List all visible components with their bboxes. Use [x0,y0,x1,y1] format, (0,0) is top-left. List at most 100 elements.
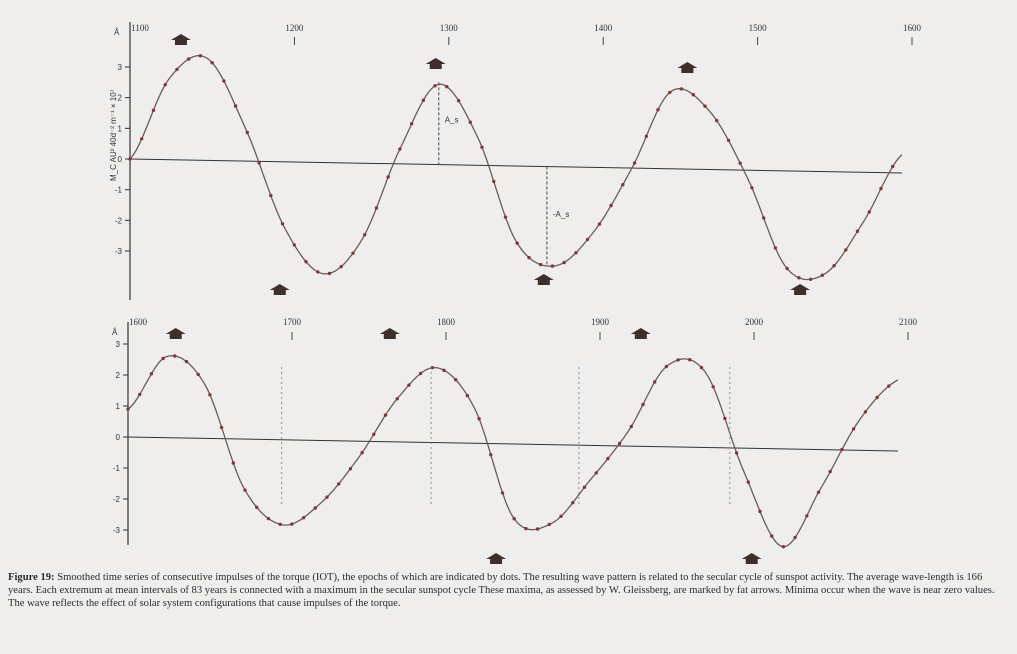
epoch-dot [805,514,809,518]
annotation-as: A_s [445,115,459,124]
epoch-dot [550,264,555,268]
epoch-dot [503,215,508,219]
epoch-dot [773,246,778,250]
y-tick-label: 2 [118,94,123,103]
epoch-dot [266,516,271,521]
epoch-dot [547,522,551,527]
epoch-dot [691,93,695,97]
x-tick-label: 1200 [285,23,304,33]
x-tick-label: 2000 [745,317,764,327]
epoch-dot [875,395,879,400]
epoch-dot [844,248,848,252]
gleissberg-arrow [533,274,554,285]
zero-line [129,158,903,174]
epoch-dot [609,203,613,208]
epoch-dot [374,206,379,210]
gleissberg-arrow [790,284,811,295]
arrow-shape [677,62,698,73]
gleissberg-arrow [269,284,290,295]
arrow-shape [269,284,290,295]
epoch-dot [138,392,142,397]
gleissberg-arrow [486,553,507,564]
epoch-dot [175,67,179,72]
epoch-dot [863,410,868,414]
epoch-dot [348,467,353,471]
y-tick-label: -2 [113,495,121,504]
epoch-dot [571,501,575,505]
epoch-dot [515,241,519,245]
y-tick-label: -3 [113,526,121,535]
epoch-dot [820,273,824,277]
epoch-dot [582,485,587,489]
epoch-dot [222,79,226,83]
gleissberg-arrow [630,328,651,339]
epoch-dot [832,264,836,268]
arrow-shape [533,274,554,285]
gleissberg-arrow [379,328,400,339]
epoch-dot [879,186,883,191]
y-unit-label: Å [114,28,120,37]
epoch-dot [653,380,657,384]
epoch-dot [781,545,786,549]
epoch-dot [255,505,259,509]
epoch-dot [327,271,332,276]
x-tick-label: 1300 [440,23,459,33]
epoch-dot [793,535,797,540]
epoch-dot [539,262,543,267]
epoch-dot [386,175,390,179]
epoch-dot [363,233,367,237]
epoch-dot [489,453,493,457]
y-axis-title: M_C AU² 40d⁻² m⁻¹ × 10⁷ [109,89,118,181]
epoch-dot [184,359,189,364]
epoch-dot [644,134,648,138]
x-tick-label: 1800 [437,317,456,327]
epoch-dot [808,277,813,281]
epoch-dot [231,461,235,465]
epoch-dot [750,186,754,190]
epoch-dot [372,432,376,436]
epoch-dot [762,216,766,220]
epoch-dot [679,87,684,91]
epoch-dot [535,527,540,531]
epoch-dot [421,98,426,102]
epoch-dot [140,137,144,141]
epoch-dot [442,368,446,372]
epoch-dot [629,424,633,429]
epoch-dot [738,161,742,165]
epoch-dot [149,372,154,376]
arrow-shape [790,284,811,295]
epoch-dot [676,358,680,362]
epoch-dot [290,522,294,526]
y-tick-label: -3 [115,247,123,256]
epoch-dot [562,260,566,265]
epoch-dot [337,482,341,486]
epoch-dot [269,193,273,198]
y-tick-label: -1 [115,186,123,195]
epoch-dot [688,358,692,362]
epoch-dot [128,157,132,161]
epoch-dot [398,147,402,151]
epoch-dot [512,517,516,521]
epoch-dot [292,243,296,247]
epoch-dot [316,270,320,274]
y-tick-label: -1 [113,464,121,473]
epoch-dot [887,384,891,388]
epoch-dot [746,480,750,484]
epoch-dot [524,526,528,531]
epoch-dot [797,276,801,280]
annotation-neg-as: -A_s [553,210,569,219]
epoch-dot [395,397,399,401]
epoch-dot [828,469,832,474]
epoch-dot [477,417,481,421]
epoch-dot [726,138,731,142]
epoch-dot [433,84,437,88]
epoch-dot [632,161,637,165]
arrow-shape [486,553,507,564]
epoch-dot [383,413,388,417]
epoch-dot [703,104,707,108]
chart-top-panel: Å 3 2 1 0 -1 -2 -3 1100 1200 1300 1400 1500 1600 M_C A… [109,22,922,300]
epoch-dot [527,255,531,260]
caption-label: Figure 19: [8,572,55,583]
epoch-dot [480,145,484,149]
epoch-dot [641,402,645,407]
